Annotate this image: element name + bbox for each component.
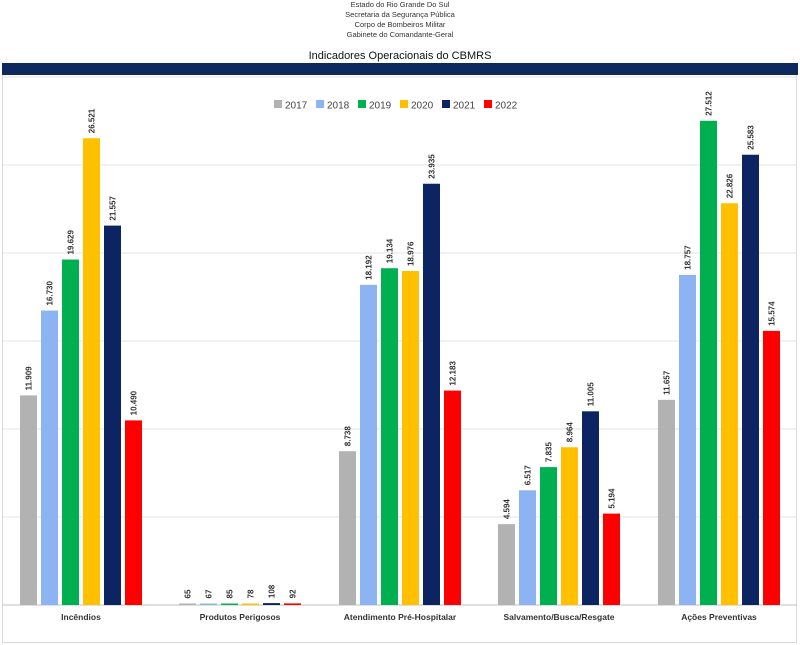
bar: [402, 271, 419, 605]
bar: [20, 395, 37, 605]
bar: [62, 259, 79, 605]
data-label: 11.657: [663, 370, 672, 395]
bar: [742, 154, 759, 605]
data-label: 21.557: [109, 196, 118, 221]
data-label: 16.730: [46, 281, 55, 306]
header-line-fire-corps: Corpo de Bombeiros Militar: [354, 20, 446, 29]
category-label: Incêndios: [61, 612, 101, 622]
bar: [658, 399, 675, 605]
bar: [679, 274, 696, 605]
bar: [339, 451, 356, 605]
data-label: 11.909: [25, 366, 34, 391]
title-bar: [2, 63, 798, 75]
data-label: 26.521: [88, 108, 97, 133]
data-label: 22.826: [726, 173, 735, 198]
data-label: 92: [289, 589, 298, 598]
legend-label: 2017: [285, 101, 308, 112]
bar: [721, 203, 738, 606]
bar: [200, 603, 217, 605]
data-label: 8.964: [566, 422, 575, 443]
bar: [179, 603, 196, 605]
data-label: 23.935: [428, 154, 437, 179]
legend-label: 2019: [369, 101, 392, 112]
category-label: Salvamento/Busca/Resgate: [503, 612, 614, 622]
chart-title: Indicadores Operacionais do CBMRS: [308, 50, 492, 62]
bar: [221, 603, 238, 605]
data-label: 85: [226, 589, 235, 598]
bar: [242, 603, 259, 605]
legend-swatch: [274, 100, 282, 108]
bar: [603, 513, 620, 605]
data-label: 15.574: [768, 301, 777, 326]
bar: [284, 603, 301, 605]
data-label: 18.976: [407, 241, 416, 266]
data-label: 25.583: [747, 125, 756, 150]
bar: [582, 411, 599, 605]
bar: [561, 447, 578, 605]
legend-swatch: [358, 100, 366, 108]
bar: [41, 310, 58, 605]
chart-frame: [2, 75, 797, 643]
bar: [763, 330, 780, 605]
bar: [519, 490, 536, 605]
data-label: 65: [184, 589, 193, 598]
bar: [83, 138, 100, 605]
data-label: 10.490: [130, 390, 139, 415]
header-line-secretariat: Secretaria da Segurança Pública: [345, 10, 455, 19]
legend-label: 2018: [327, 101, 350, 112]
data-label: 18.192: [365, 255, 374, 280]
data-label: 4.594: [503, 499, 512, 520]
header-line-state: Estado do Rio Grande Do Sul: [350, 0, 450, 9]
bar: [540, 467, 557, 605]
data-label: 12.183: [449, 361, 458, 386]
bar: [444, 390, 461, 605]
bar: [263, 603, 280, 605]
data-label: 6.517: [524, 465, 533, 486]
legend-swatch: [400, 100, 408, 108]
data-label: 19.629: [67, 230, 76, 255]
bar: [498, 524, 515, 605]
legend-swatch: [316, 100, 324, 108]
data-label: 19.134: [386, 238, 395, 263]
bar: [125, 420, 142, 605]
data-label: 8.738: [344, 426, 353, 447]
legend-swatch: [484, 100, 492, 108]
data-label: 7.835: [545, 442, 554, 463]
data-label: 27.512: [705, 91, 714, 116]
bar: [381, 268, 398, 605]
data-label: 108: [268, 584, 277, 598]
bar: [360, 284, 377, 605]
legend-swatch: [442, 100, 450, 108]
header-line-cabinet: Gabinete do Comandante-Geral: [346, 30, 454, 39]
report-header: Estado do Rio Grande Do Sul Secretaria d…: [0, 0, 800, 40]
data-label: 18.757: [684, 245, 693, 270]
bar: [104, 225, 121, 605]
category-label: Atendimento Pré-Hospitalar: [344, 612, 457, 622]
legend-label: 2021: [453, 101, 476, 112]
category-label: Ações Preventivas: [681, 612, 757, 622]
data-label: 67: [205, 589, 214, 598]
legend-label: 2022: [495, 101, 518, 112]
legend-label: 2020: [411, 101, 434, 112]
data-label: 5.194: [608, 488, 617, 509]
bar: [423, 183, 440, 605]
category-label: Produtos Perigosos: [200, 612, 281, 622]
bar: [700, 120, 717, 605]
data-label: 11.005: [587, 382, 596, 407]
data-label: 78: [247, 589, 256, 598]
